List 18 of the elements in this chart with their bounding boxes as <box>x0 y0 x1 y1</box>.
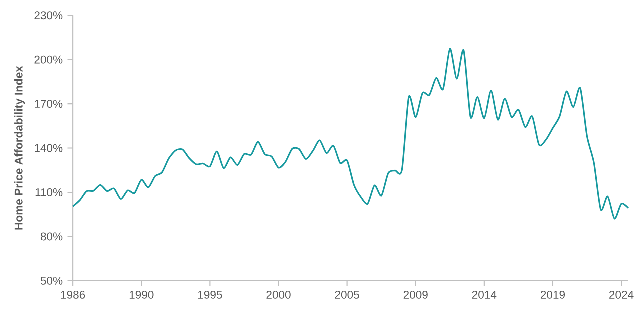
y-tick-label: 80% <box>40 232 63 241</box>
x-tick-label: 2005 <box>335 290 360 299</box>
y-tick-label: 200% <box>34 56 63 64</box>
x-tick-label: 1986 <box>61 290 86 299</box>
x-tick-label: 2000 <box>266 290 291 299</box>
x-tick-label: 2024 <box>610 290 634 299</box>
y-tick-label: 140% <box>35 144 63 152</box>
y-tick-label: 50% <box>40 276 63 285</box>
y-tick-label: 230% <box>34 12 63 20</box>
line-series <box>72 48 630 220</box>
y-tick-label: 170% <box>35 100 63 108</box>
x-tick-label: 2014 <box>472 290 497 299</box>
y-axis-title: Home Price Affordability Index <box>14 66 26 230</box>
x-tick-label: 1990 <box>130 290 154 299</box>
x-tick-label: 1995 <box>198 290 222 299</box>
y-tick-label: 110% <box>36 188 63 196</box>
x-tick-label: 2019 <box>540 290 566 299</box>
x-tick-label: 2009 <box>404 290 428 299</box>
